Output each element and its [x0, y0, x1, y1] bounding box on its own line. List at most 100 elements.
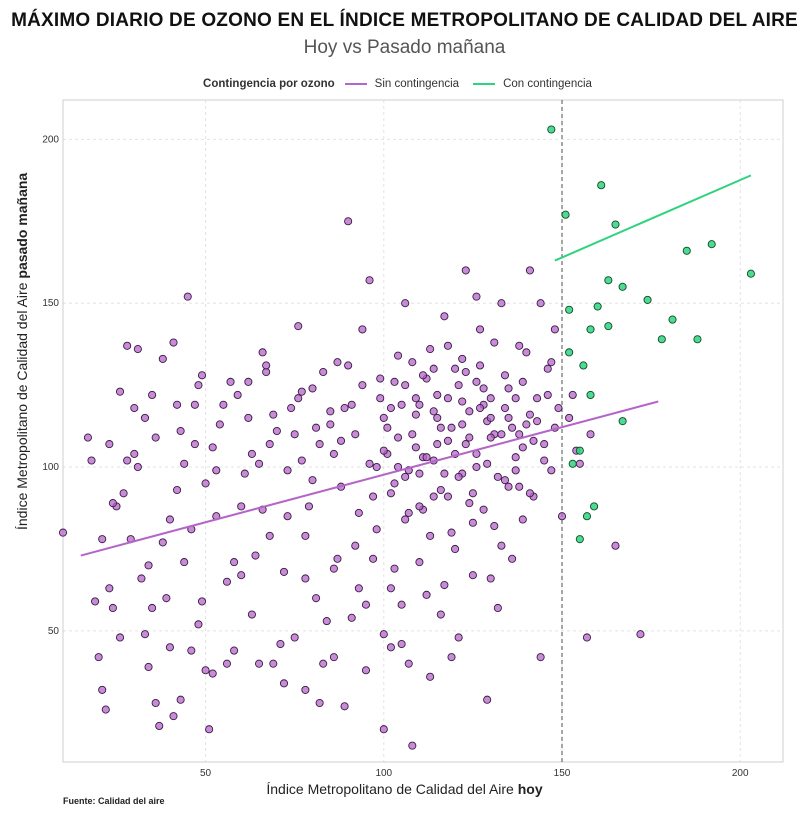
data-point-sin — [447, 653, 456, 662]
data-point-sin — [390, 564, 399, 573]
data-point-sin — [458, 354, 467, 363]
data-point-sin — [58, 528, 68, 537]
data-point-sin — [411, 443, 420, 452]
data-point-sin — [262, 361, 271, 370]
data-point-sin — [258, 348, 267, 357]
data-point-sin — [458, 420, 467, 429]
data-point-sin — [386, 489, 395, 498]
data-point-sin — [230, 646, 239, 655]
data-point-sin — [536, 299, 545, 308]
data-point-sin — [119, 489, 128, 498]
data-point-sin — [176, 426, 185, 436]
data-point-sin — [365, 459, 374, 468]
data-point-sin — [326, 420, 335, 429]
data-point-con — [618, 282, 627, 291]
data-point-sin — [422, 453, 431, 462]
data-point-sin — [351, 541, 360, 550]
data-point-sin — [472, 292, 481, 301]
data-point-sin — [123, 341, 132, 350]
data-point-sin — [383, 423, 392, 432]
data-point-sin — [497, 299, 506, 308]
data-point-sin — [165, 515, 174, 524]
data-point-sin — [133, 462, 142, 472]
x-tick-label: 100 — [375, 768, 392, 779]
x-tick-label: 50 — [200, 768, 212, 779]
data-point-sin — [148, 390, 157, 400]
data-point-sin — [575, 459, 584, 468]
data-point-sin — [148, 603, 157, 613]
data-point-con — [604, 322, 613, 331]
data-point-sin — [468, 489, 477, 498]
data-point-sin — [518, 515, 527, 524]
data-point-sin — [230, 558, 239, 567]
data-point-sin — [497, 430, 506, 439]
data-point-sin — [508, 423, 517, 432]
y-axis-label-bold: pasado mañana — [14, 172, 30, 279]
data-point-sin — [436, 610, 445, 619]
data-point-sin — [518, 377, 527, 386]
data-point-sin — [379, 446, 388, 455]
data-point-sin — [265, 440, 274, 449]
data-point-sin — [386, 404, 395, 413]
data-point-sin — [511, 394, 520, 403]
data-point-sin — [475, 404, 485, 413]
data-point-sin — [458, 397, 467, 406]
data-point-sin — [540, 456, 549, 465]
data-point-con — [586, 325, 595, 334]
data-point-sin — [508, 554, 517, 563]
data-point-sin — [301, 531, 310, 540]
data-point-sin — [173, 485, 182, 495]
data-point-sin — [244, 377, 253, 386]
data-point-sin — [557, 512, 567, 521]
data-point-sin — [312, 423, 321, 432]
data-point-sin — [361, 600, 371, 609]
data-point-sin — [133, 345, 142, 354]
trend-line-con — [554, 174, 752, 262]
data-point-sin — [169, 338, 178, 347]
data-point-sin — [547, 466, 556, 475]
data-point-sin — [322, 617, 331, 626]
data-point-sin — [212, 466, 221, 475]
data-point-sin — [155, 721, 164, 731]
data-point-sin — [401, 381, 410, 390]
data-point-con — [582, 512, 592, 521]
data-point-sin — [426, 345, 435, 354]
y-axis-label: Índice Metropolitano de Calidad del Aire… — [14, 173, 30, 530]
data-point-sin — [529, 436, 538, 445]
data-point-sin — [237, 571, 246, 580]
data-point-sin — [130, 404, 139, 413]
data-point-sin — [176, 695, 185, 704]
data-point-con — [586, 390, 595, 400]
data-point-con — [575, 446, 584, 455]
data-point-sin — [408, 430, 417, 439]
data-point-sin — [504, 413, 513, 422]
data-point-con — [579, 361, 588, 370]
data-point-sin — [565, 413, 574, 422]
data-point-con — [597, 181, 606, 190]
y-axis-label-prefix: Índice Metropolitano de Calidad del Aire — [14, 282, 30, 531]
data-point-sin — [123, 456, 132, 465]
data-point-sin — [472, 377, 481, 386]
data-point-sin — [401, 472, 410, 481]
data-point-sin — [265, 531, 274, 540]
data-point-sin — [269, 410, 278, 419]
legend-label-con: Con contingencia — [503, 78, 592, 90]
data-point-sin — [169, 712, 178, 721]
data-point-con — [611, 220, 620, 229]
data-point-sin — [433, 440, 442, 449]
data-point-sin — [500, 371, 510, 380]
data-point-sin — [568, 390, 577, 400]
data-point-sin — [340, 404, 349, 413]
x-tick-label: 150 — [554, 768, 571, 779]
data-point-sin — [468, 571, 477, 580]
data-point-sin — [87, 456, 96, 465]
data-point-sin — [140, 630, 150, 639]
data-point-sin — [365, 276, 374, 285]
data-point-sin — [461, 440, 470, 449]
data-point-sin — [418, 371, 428, 380]
data-point-sin — [440, 312, 449, 321]
x-tick-label: 200 — [732, 768, 749, 779]
data-point-sin — [287, 404, 296, 413]
data-point-con — [604, 276, 613, 285]
